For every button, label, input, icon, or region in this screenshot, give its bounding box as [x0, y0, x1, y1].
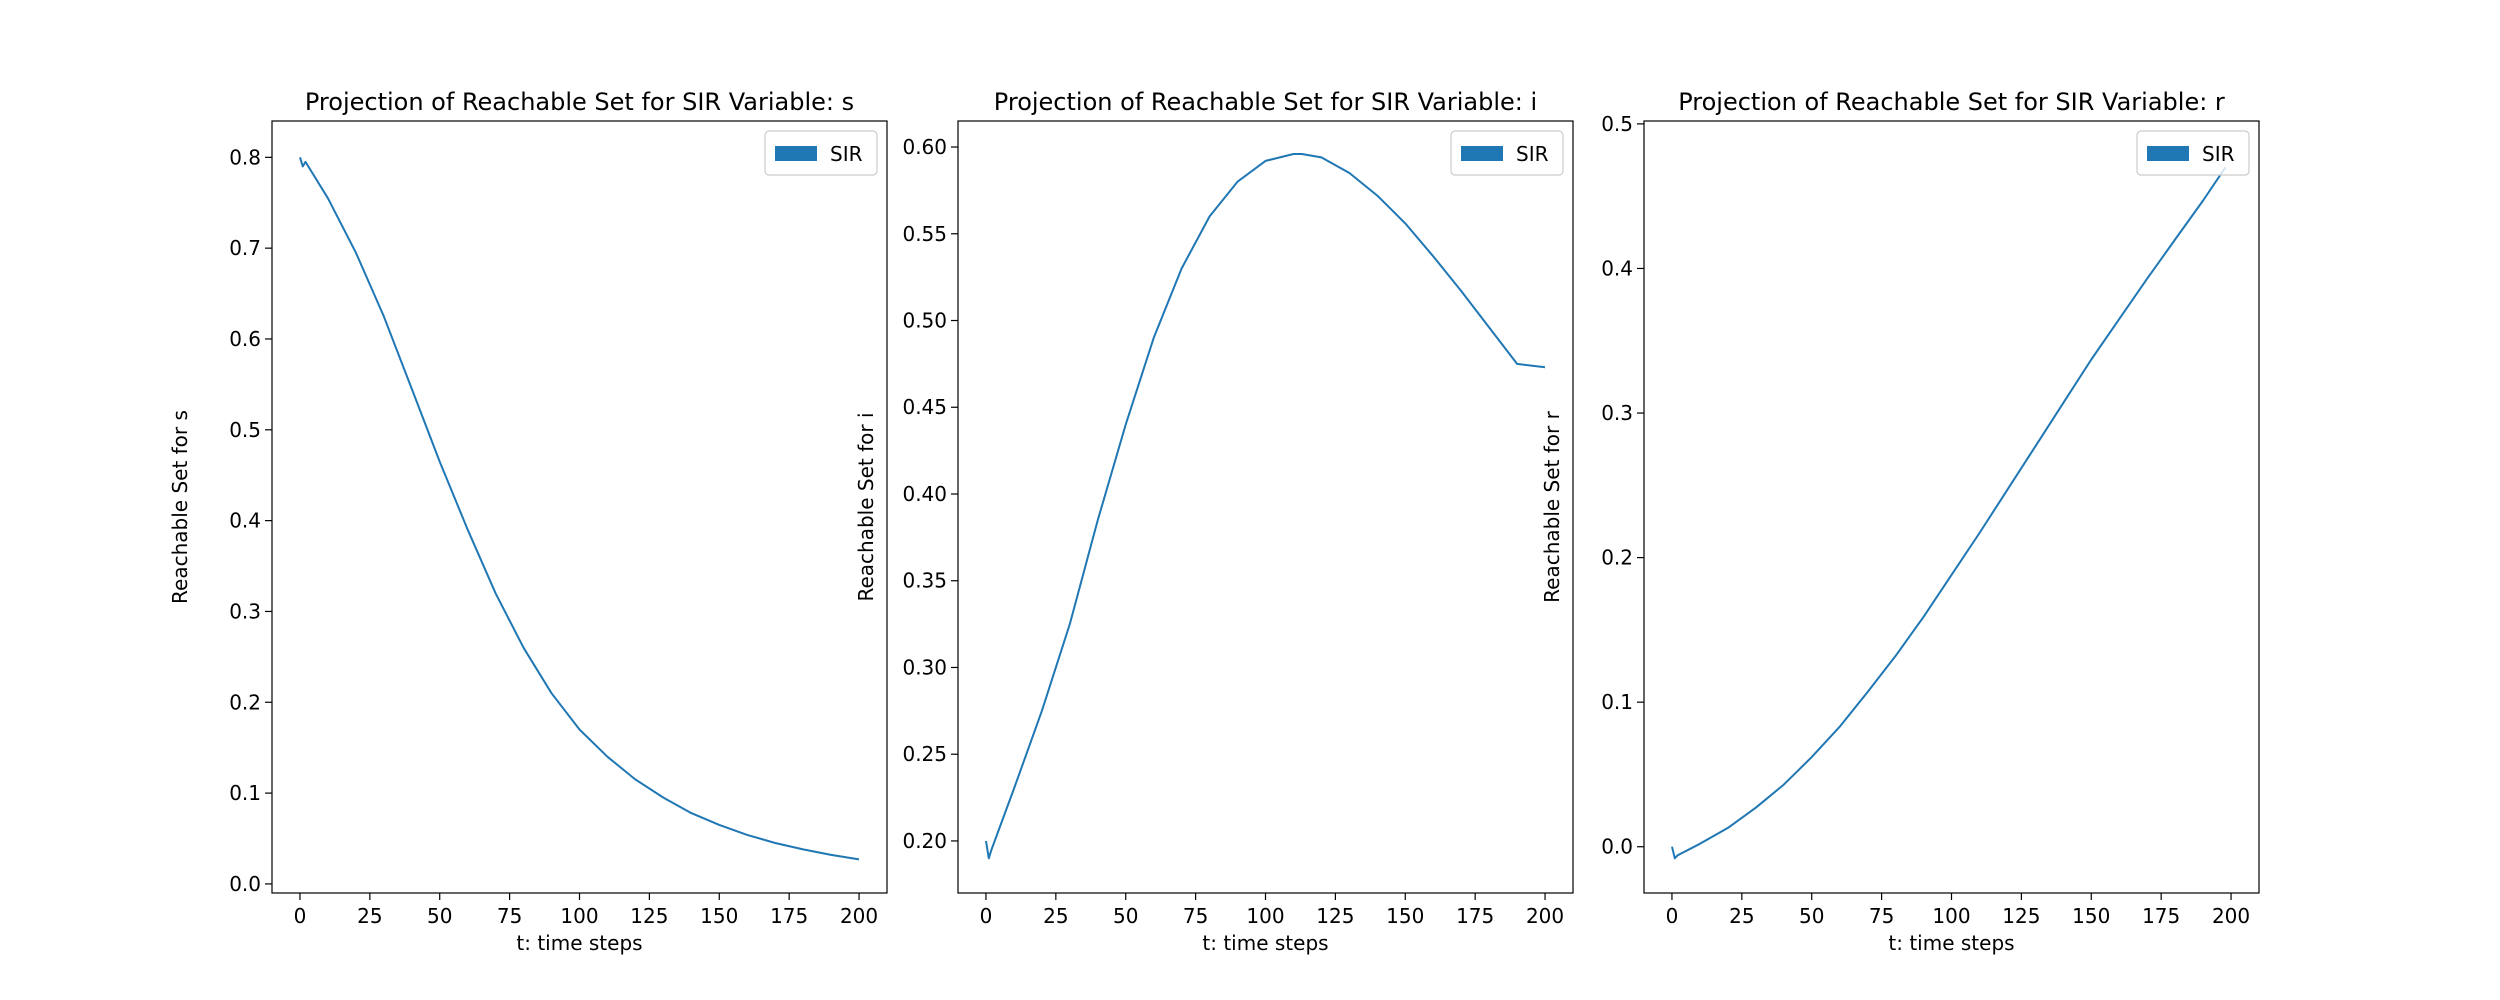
x-tick-label: 175 [1456, 904, 1494, 928]
y-tick-label: 0.45 [902, 395, 947, 419]
legend-box [764, 130, 878, 176]
x-tick-label: 150 [700, 904, 738, 928]
y-tick-label: 0.4 [1601, 256, 1633, 280]
axes-frame [1643, 120, 2260, 894]
x-tick-label: 200 [2212, 904, 2250, 928]
x-axis-label: t: time steps [1202, 931, 1328, 955]
y-tick-label: 0.25 [902, 742, 947, 766]
x-tick-label: 200 [1526, 904, 1564, 928]
x-tick-label: 25 [1043, 904, 1068, 928]
y-tick-label: 0.60 [902, 135, 947, 159]
legend-entry: SIR [830, 142, 863, 166]
y-tick-label: 0.3 [1601, 401, 1633, 425]
y-tick-label: 0.20 [902, 829, 947, 853]
chart-title: Projection of Reachable Set for SIR Vari… [994, 88, 1537, 116]
chart-panel-1: Projection of Reachable Set for SIR Vari… [168, 88, 888, 955]
y-tick-label: 0.3 [229, 599, 261, 623]
chart-panel-3: Projection of Reachable Set for SIR Vari… [1540, 88, 2260, 955]
y-tick-label: 0.40 [902, 482, 947, 506]
y-tick-label: 0.1 [229, 781, 261, 805]
x-tick-label: 25 [1729, 904, 1754, 928]
x-tick-label: 0 [1666, 904, 1679, 928]
y-tick-label: 0.50 [902, 309, 947, 333]
y-axis-label: Reachable Set for i [854, 412, 878, 601]
y-tick-label: 0.2 [229, 690, 261, 714]
x-tick-label: 50 [1799, 904, 1824, 928]
x-tick-label: 100 [1932, 904, 1970, 928]
axes-frame [271, 120, 888, 894]
x-tick-label: 150 [1386, 904, 1424, 928]
legend-box [1450, 130, 1564, 176]
y-axis-label: Reachable Set for r [1540, 410, 1564, 602]
y-tick-label: 0.2 [1601, 546, 1633, 570]
series-line-1 [1671, 166, 2227, 860]
x-axis-label: t: time steps [1888, 931, 2014, 955]
legend-swatch [775, 146, 817, 161]
y-tick-label: 0.5 [229, 418, 261, 442]
y-tick-label: 0.5 [1601, 112, 1633, 136]
y-tick-label: 0.0 [229, 872, 261, 896]
chart-panel-2: Projection of Reachable Set for SIR Vari… [854, 88, 1574, 955]
x-tick-label: 125 [2002, 904, 2040, 928]
legend: SIR [764, 130, 878, 176]
chart-title: Projection of Reachable Set for SIR Vari… [305, 88, 854, 116]
legend-entry: SIR [1516, 142, 1549, 166]
x-tick-label: 50 [427, 904, 452, 928]
x-tick-label: 125 [1316, 904, 1354, 928]
x-tick-label: 100 [1246, 904, 1284, 928]
legend-swatch [1461, 146, 1503, 161]
x-tick-label: 200 [840, 904, 878, 928]
legend: SIR [2136, 130, 2250, 176]
x-axis-label: t: time steps [516, 931, 642, 955]
legend: SIR [1450, 130, 1564, 176]
y-tick-label: 0.7 [229, 236, 261, 260]
series-line-1 [985, 153, 1546, 860]
x-tick-label: 25 [357, 904, 382, 928]
legend-box [2136, 130, 2250, 176]
x-tick-label: 0 [980, 904, 993, 928]
y-tick-label: 0.6 [229, 327, 261, 351]
x-tick-label: 75 [1183, 904, 1208, 928]
x-tick-label: 75 [497, 904, 522, 928]
y-tick-label: 0.1 [1601, 690, 1633, 714]
x-tick-label: 0 [294, 904, 307, 928]
x-tick-label: 125 [630, 904, 668, 928]
axes-frame [957, 120, 1574, 894]
legend-entry: SIR [2202, 142, 2235, 166]
x-tick-label: 175 [770, 904, 808, 928]
x-tick-label: 100 [560, 904, 598, 928]
legend-swatch [2147, 146, 2189, 161]
y-tick-label: 0.30 [902, 655, 947, 679]
x-tick-label: 75 [1869, 904, 1894, 928]
x-tick-label: 50 [1113, 904, 1138, 928]
series-line-1 [299, 157, 860, 861]
y-tick-label: 0.35 [902, 569, 947, 593]
x-tick-label: 150 [2072, 904, 2110, 928]
y-tick-label: 0.55 [902, 222, 947, 246]
y-axis-label: Reachable Set for s [168, 410, 192, 604]
x-tick-label: 175 [2142, 904, 2180, 928]
y-tick-label: 0.4 [229, 509, 261, 533]
chart-title: Projection of Reachable Set for SIR Vari… [1678, 88, 2225, 116]
y-tick-label: 0.0 [1601, 835, 1633, 859]
y-tick-label: 0.8 [229, 145, 261, 169]
